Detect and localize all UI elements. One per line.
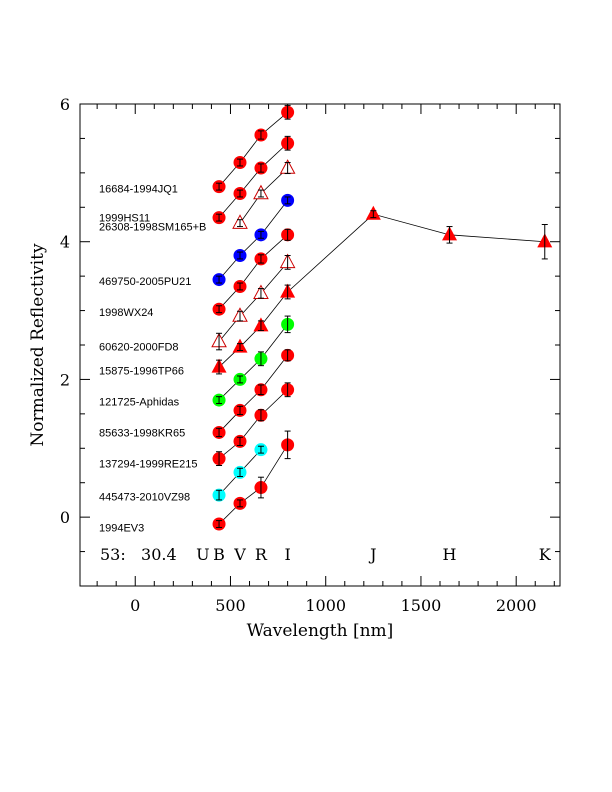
series-label: 121725-Aphidas (99, 396, 180, 408)
series-1994ev3 (212, 430, 295, 531)
x-tick-label: 1000 (305, 596, 346, 615)
series-1998wx24 (212, 228, 295, 316)
series-121725-aphidas (212, 315, 295, 407)
series-line (218, 213, 545, 368)
series-layer (211, 104, 553, 531)
y-tick-label: 2 (60, 370, 70, 389)
x-axis-label: Wavelength [nm] (247, 621, 394, 641)
series-label: 26308-1998SM165+B (99, 222, 206, 234)
series-label: 1999HS11 (99, 213, 150, 225)
series-label: 469750-2005PU21 (99, 276, 191, 288)
x-tick-label: 1500 (401, 596, 442, 615)
band-label-b: B (213, 545, 225, 564)
series-line (218, 355, 288, 433)
band-label-k: K (539, 545, 552, 564)
series-85633-1998kr65 (212, 348, 295, 439)
band-label-v: V (233, 545, 246, 564)
series-label: 85633-1998KR65 (99, 427, 185, 439)
y-tick-label: 0 (60, 508, 70, 527)
series-label: 16684-1994JQ1 (99, 184, 178, 196)
series-1999hs11 (212, 135, 295, 225)
axis-tick-labels: 0 500 1000 1500 2000 0 2 4 6 (60, 95, 537, 615)
series-line (218, 444, 288, 525)
series-line (218, 111, 288, 187)
series-line (218, 142, 288, 218)
series-60620-2000fd8 (211, 253, 296, 351)
band-label-u: U (196, 545, 209, 564)
series-line (218, 389, 288, 459)
series-label: 15875-1996TP66 (99, 365, 184, 377)
y-tick-label: 4 (60, 233, 70, 252)
series-line (218, 262, 288, 342)
y-tick-label: 6 (60, 95, 70, 114)
series-15875-1996tp66 (211, 205, 553, 375)
series-label: 137294-1999RE215 (99, 458, 197, 470)
series-label: 60620-2000FD8 (99, 341, 179, 353)
series-line (218, 234, 288, 310)
series-26308-1998sm165-b (232, 159, 296, 229)
series-line (218, 200, 288, 280)
x-tick-label: 2000 (496, 596, 537, 615)
series-137294-1999re215 (212, 382, 295, 466)
plot-annotation: 53: 30.4 (100, 545, 177, 564)
band-label-r: R (255, 545, 268, 564)
series-445473-2010vz98 (212, 443, 268, 502)
series-line (218, 324, 288, 401)
series-label: 1998WX24 (99, 307, 153, 319)
x-tick-label: 0 (130, 596, 140, 615)
band-label-j: J (368, 545, 376, 564)
series-labels: 1994EV3 445473-2010VZ98 137294-1999RE215 85… (99, 184, 206, 535)
y-axis-label: Normalized Reflectivity (28, 243, 48, 447)
series-16684-1994jq1 (212, 104, 295, 194)
band-label-i: I (284, 545, 290, 564)
series-469750-2005pu21 (212, 193, 295, 287)
series-label: 445473-2010VZ98 (99, 491, 190, 503)
series-label: 1994EV3 (99, 522, 144, 534)
band-label-h: H (443, 545, 457, 564)
x-tick-label: 500 (215, 596, 246, 615)
